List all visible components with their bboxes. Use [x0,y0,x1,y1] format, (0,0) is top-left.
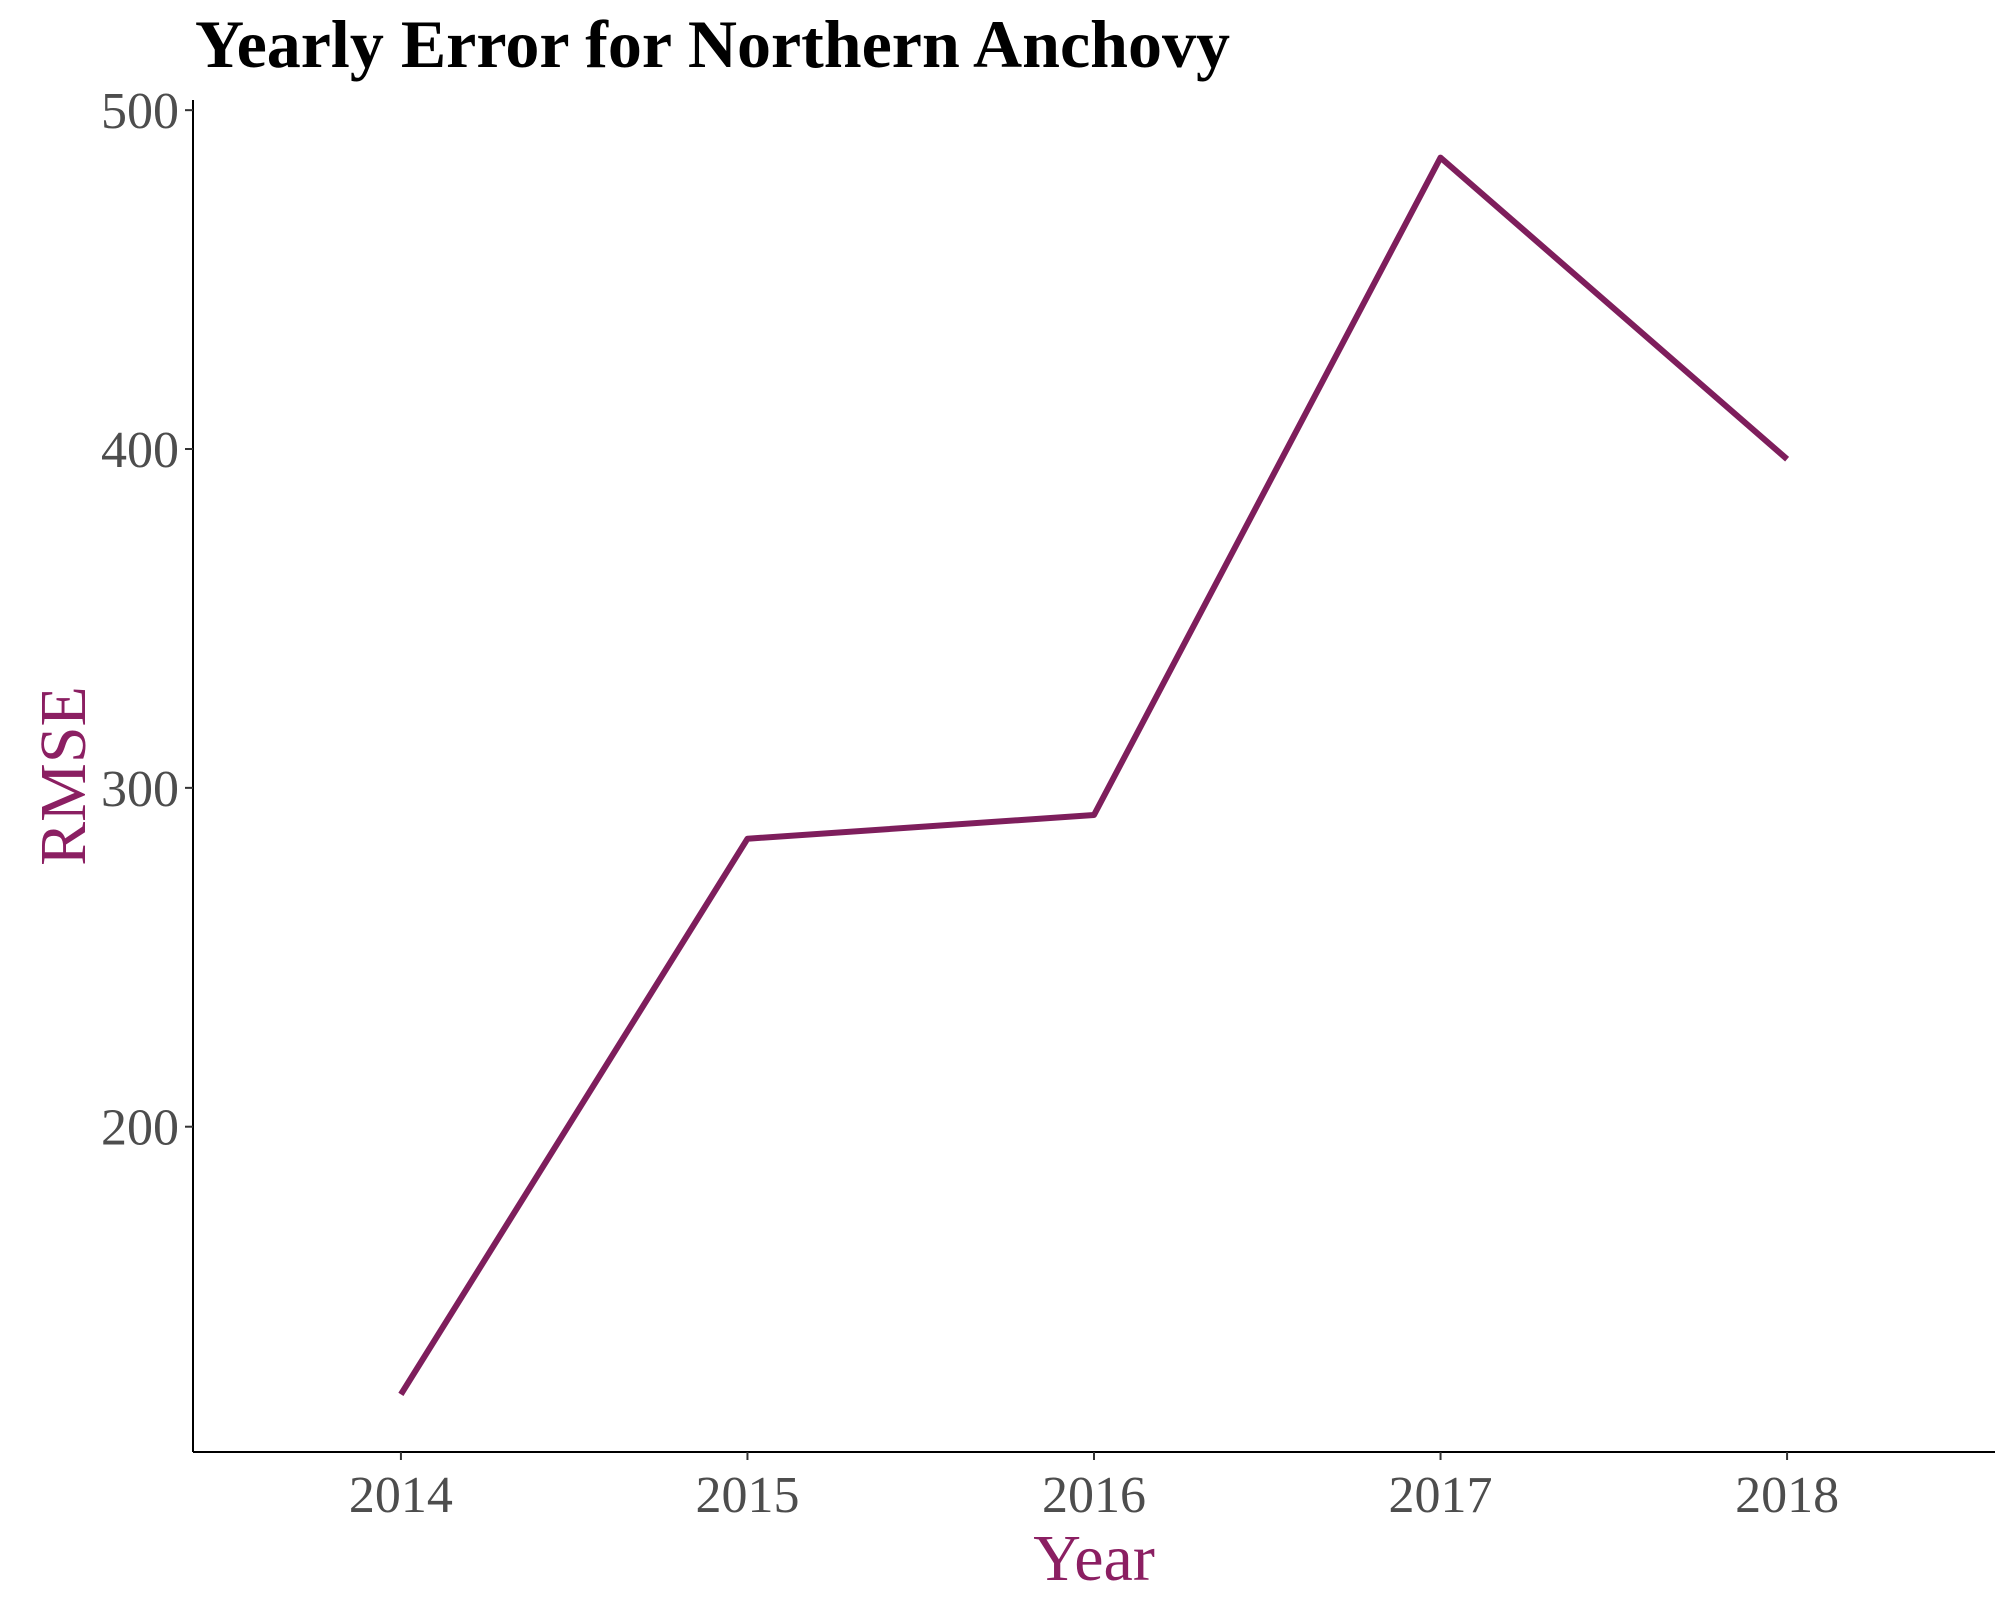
y-axis-title: RMSE [27,686,100,866]
series-layer [398,154,1790,1396]
y-tick-label: 500 [101,83,179,140]
y-axis-ticks: 200 300 400 500 [101,83,193,1157]
x-tick-label: 2016 [1042,1467,1146,1524]
x-axis-title: Year [1033,1522,1155,1595]
chart-title: Yearly Error for Northern Anchovy [195,6,1230,82]
x-tick-label: 2017 [1389,1467,1493,1524]
x-tick-label: 2014 [349,1467,453,1524]
y-tick-label: 200 [101,1100,179,1157]
plot-area: 200 300 400 500 2014 2015 2016 2017 2018 [101,83,1995,1524]
y-tick-label: 400 [101,422,179,479]
x-tick-label: 2018 [1735,1467,1839,1524]
x-axis-ticks: 2014 2015 2016 2017 2018 [349,1452,1839,1524]
y-tick-label: 300 [101,761,179,818]
x-tick-label: 2015 [695,1467,799,1524]
series-line [398,154,1790,1396]
